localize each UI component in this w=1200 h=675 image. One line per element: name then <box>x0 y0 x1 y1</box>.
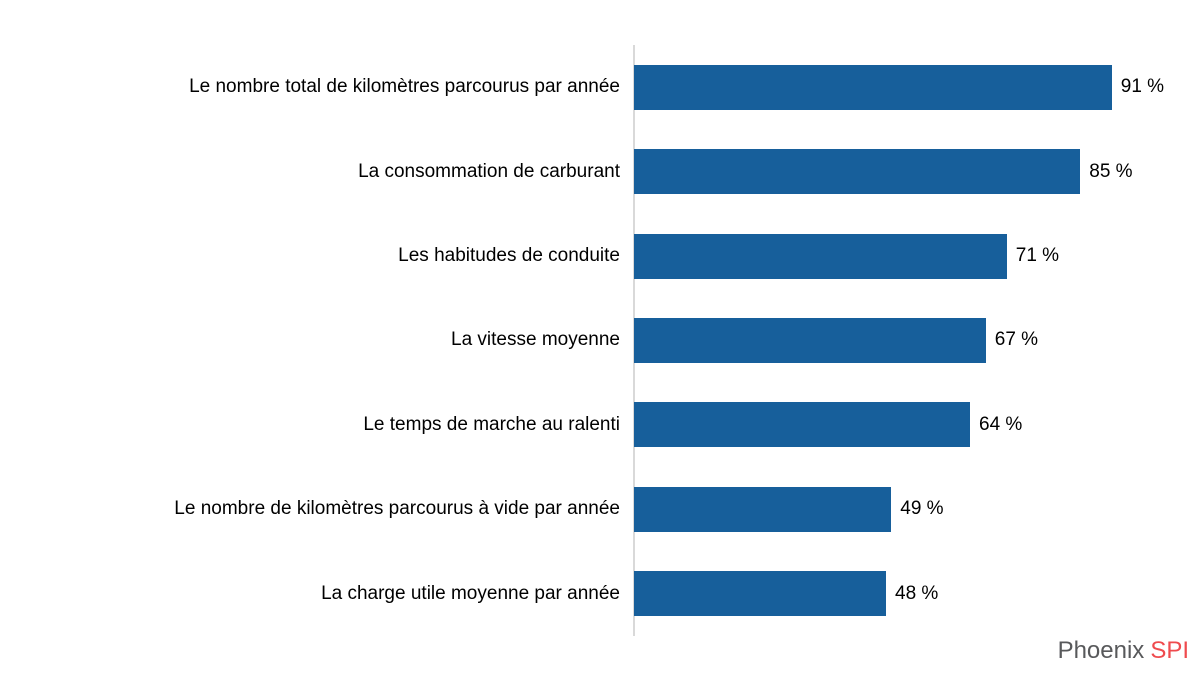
bar <box>634 571 886 617</box>
chart-row: La vitesse moyenne 67 % <box>0 298 1200 382</box>
value-label: 64 % <box>979 413 1023 435</box>
bar <box>634 402 970 448</box>
value-label: 85 % <box>1089 160 1133 182</box>
bar-area: 85 % <box>634 129 1200 213</box>
chart-row: Le temps de marche au ralenti 64 % <box>0 383 1200 467</box>
phoenix-spi-logo: Phoenix SPI <box>1058 637 1189 665</box>
category-label: La consommation de carburant <box>358 160 620 182</box>
category-label: La charge utile moyenne par année <box>321 582 620 604</box>
bar <box>634 486 892 532</box>
bar <box>634 233 1007 279</box>
bar <box>634 64 1112 110</box>
bar <box>634 317 986 363</box>
bar-area: 67 % <box>634 298 1200 382</box>
bar <box>634 149 1081 195</box>
value-label: 67 % <box>994 329 1039 351</box>
bar-area: 71 % <box>634 214 1200 298</box>
category-label: Le temps de marche au ralenti <box>363 413 620 435</box>
category-label: Le nombre total de kilomètres parcourus … <box>189 76 620 98</box>
bar-area: 48 % <box>634 552 1200 636</box>
logo-text-phoenix: Phoenix <box>1057 637 1145 664</box>
value-label: 91 % <box>1120 76 1165 98</box>
bar-area: 91 % <box>634 45 1200 129</box>
value-label: 71 % <box>1015 245 1060 267</box>
category-label: Le nombre de kilomètres parcourus à vide… <box>174 498 620 520</box>
chart-row: La charge utile moyenne par année 48 % <box>0 552 1200 636</box>
chart-row: La consommation de carburant 85 % <box>0 129 1200 213</box>
chart-row: Le nombre de kilomètres parcourus à vide… <box>0 467 1200 551</box>
value-label: 49 % <box>900 498 944 520</box>
category-label: La vitesse moyenne <box>451 329 620 351</box>
logo-text-spi: SPI <box>1150 637 1189 664</box>
category-label: Les habitudes de conduite <box>398 245 620 267</box>
bar-area: 64 % <box>634 383 1200 467</box>
bar-area: 49 % <box>634 467 1200 551</box>
chart-row: Les habitudes de conduite 71 % <box>0 214 1200 298</box>
chart-rows: Le nombre total de kilomètres parcourus … <box>0 45 1200 636</box>
chart-row: Le nombre total de kilomètres parcourus … <box>0 45 1200 129</box>
value-label: 48 % <box>895 582 939 604</box>
